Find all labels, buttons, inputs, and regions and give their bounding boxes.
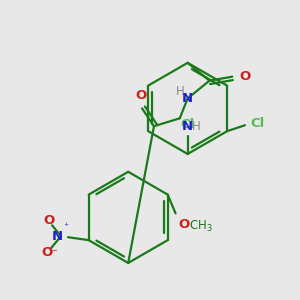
Text: O: O bbox=[239, 70, 250, 83]
Text: Cl: Cl bbox=[250, 117, 264, 130]
Text: N: N bbox=[52, 230, 63, 243]
Text: O: O bbox=[44, 214, 55, 227]
Text: H: H bbox=[192, 120, 200, 133]
Text: N: N bbox=[182, 92, 193, 105]
Text: O: O bbox=[41, 245, 53, 259]
Text: CH$_3$: CH$_3$ bbox=[190, 219, 213, 234]
Text: O: O bbox=[136, 89, 147, 102]
Text: Cl: Cl bbox=[181, 118, 195, 131]
Text: $^-$: $^-$ bbox=[50, 248, 58, 258]
Text: $^+$: $^+$ bbox=[62, 221, 70, 230]
Text: N: N bbox=[182, 120, 193, 133]
Text: H: H bbox=[176, 85, 185, 98]
Text: O: O bbox=[178, 218, 190, 231]
